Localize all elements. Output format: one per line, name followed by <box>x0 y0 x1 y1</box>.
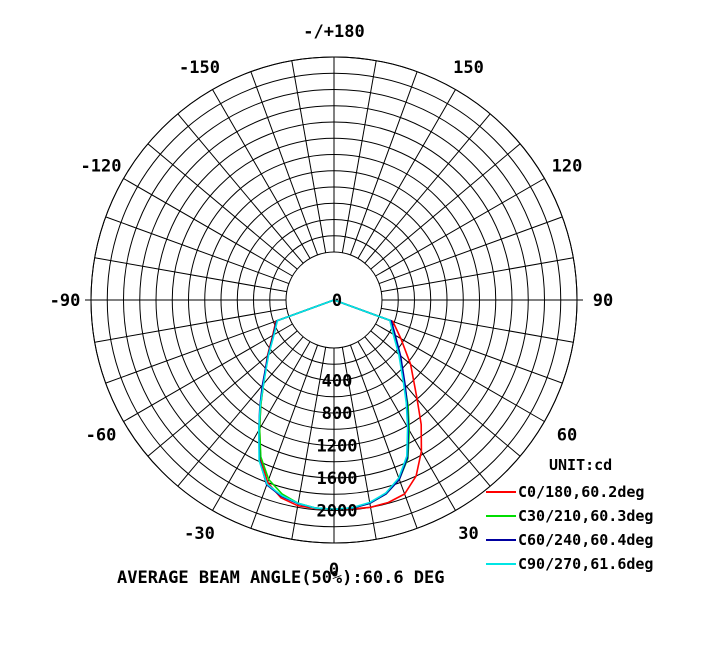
legend-entry: C30/210,60.3deg <box>518 507 653 525</box>
grid-spoke <box>349 344 418 529</box>
radial-labels: 0 400 800 1200 1600 2000 <box>317 291 358 522</box>
grid-spoke <box>147 330 298 457</box>
grid-spoke <box>212 341 311 511</box>
legend-entry: C60/240,60.4deg <box>518 531 653 549</box>
grid-spoke <box>147 143 298 270</box>
series-curves <box>258 299 423 511</box>
grid-spoke <box>381 257 574 293</box>
grid-spoke <box>381 307 574 343</box>
angle-label: 90 <box>593 291 613 311</box>
grid-spoke <box>177 336 304 487</box>
grid-spoke <box>375 178 545 277</box>
grid-spoke <box>94 307 287 343</box>
grid-spoke <box>349 71 418 256</box>
angle-label: 0 <box>329 560 339 580</box>
radial-label: 1200 <box>317 437 358 457</box>
legend-entry: C90/270,61.6deg <box>518 555 653 573</box>
legend: UNIT:cd C0/180,60.2deg C30/210,60.3deg C60… <box>486 456 653 573</box>
grid-spoke <box>341 60 377 253</box>
grid-spoke <box>291 347 327 540</box>
grid-spoke <box>378 216 563 285</box>
radial-label: 2000 <box>317 502 358 522</box>
grid-spoke <box>105 216 290 285</box>
beam-angle-footer: AVERAGE BEAM ANGLE(50%):60.6 DEG <box>117 568 445 588</box>
grid-spoke <box>123 178 293 277</box>
series-curve-4 <box>258 299 409 511</box>
radial-label: 1600 <box>317 469 358 489</box>
grid-spoke <box>250 71 319 256</box>
angle-labels: -/+180 150 120 90 60 30 0 -30 -60 -90 -120 -150 <box>50 22 614 580</box>
grid-spoke <box>364 336 491 487</box>
unit-label: UNIT:cd <box>549 456 612 474</box>
grid-spoke <box>94 257 287 293</box>
grid-spoke <box>357 89 456 259</box>
grid-spoke <box>250 344 319 529</box>
angle-label: -/+180 <box>303 22 364 42</box>
angle-label: 150 <box>453 58 484 78</box>
angle-label: 120 <box>552 157 583 177</box>
grid-spoke <box>364 113 491 264</box>
legend-entry: C0/180,60.2deg <box>518 483 644 501</box>
grid-spoke <box>212 89 311 259</box>
grid-spoke <box>375 323 545 422</box>
radial-label: 400 <box>322 372 353 392</box>
grid-spoke <box>291 60 327 253</box>
angle-label: 60 <box>557 426 577 446</box>
grid-spoke <box>123 323 293 422</box>
grid-spoke <box>370 330 521 457</box>
grid-spoke <box>177 113 304 264</box>
angle-label: -90 <box>50 291 81 311</box>
angle-label: -120 <box>81 157 122 177</box>
grid-spoke <box>378 315 563 384</box>
angle-label: -150 <box>179 58 220 78</box>
radial-label: 800 <box>322 404 353 424</box>
angle-label: -60 <box>86 426 117 446</box>
angle-label: -30 <box>184 524 215 544</box>
grid-spoke <box>105 315 290 384</box>
radial-label: 0 <box>332 291 342 311</box>
polar-grid <box>85 56 583 544</box>
grid-spoke <box>370 143 521 270</box>
angle-label: 30 <box>458 524 478 544</box>
